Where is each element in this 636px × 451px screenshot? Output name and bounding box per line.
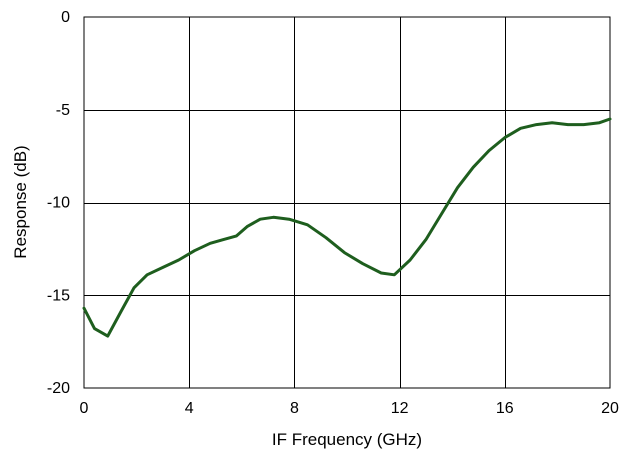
x-axis-label: IF Frequency (GHz)	[272, 430, 422, 449]
series-line-0	[82, 117, 612, 338]
x-tick-label: 20	[601, 400, 619, 417]
y-tick-label: -15	[47, 287, 70, 304]
plot-frame	[83, 16, 611, 389]
x-tick-labels: 0 4 8 12 16 20	[80, 400, 619, 417]
y-tick-label: -10	[47, 195, 70, 212]
y-tick-labels: 0 -5 -10 -15 -20	[47, 9, 70, 397]
x-tick-label: 16	[496, 400, 514, 417]
series-layer	[82, 117, 612, 338]
y-tick-label: 0	[61, 9, 70, 26]
gridlines	[84, 17, 610, 388]
y-tick-label: -20	[47, 380, 70, 397]
x-tick-label: 4	[185, 400, 194, 417]
y-tick-label: -5	[56, 102, 70, 119]
x-tick-label: 8	[290, 400, 299, 417]
x-tick-label: 0	[80, 400, 89, 417]
x-tick-label: 12	[391, 400, 409, 417]
y-axis-label: Response (dB)	[11, 145, 30, 258]
